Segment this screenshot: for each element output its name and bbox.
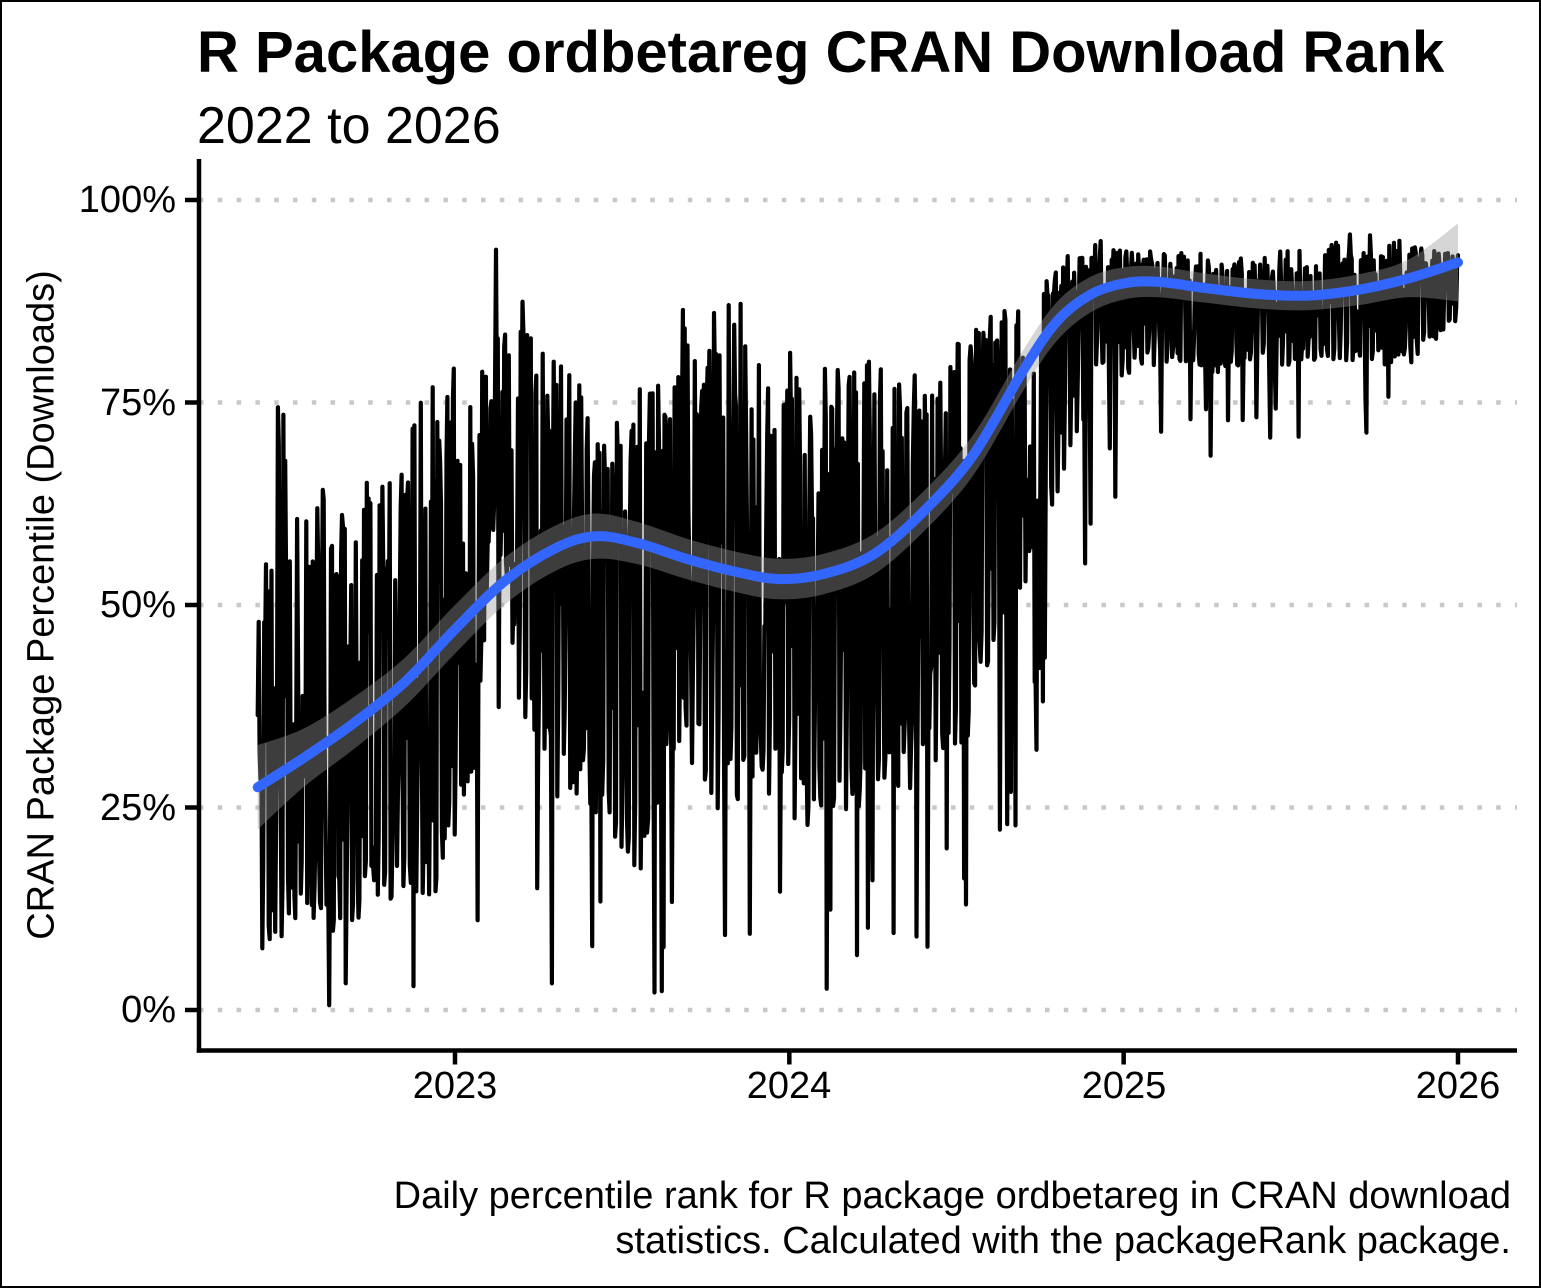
smooth-confidence-ribbon xyxy=(257,223,1459,830)
x-tick-label-2025: 2025 xyxy=(1081,1065,1167,1107)
chart-subtitle: 2022 to 2026 xyxy=(197,97,501,155)
x-tick-label-2026: 2026 xyxy=(1415,1065,1501,1107)
y-tick-label-50: 50% xyxy=(99,584,176,626)
caption-line-1: Daily percentile rank for R package ordb… xyxy=(393,1175,1511,1217)
caption-line-2: statistics. Calculated with the packageR… xyxy=(615,1220,1511,1262)
daily-series-line xyxy=(255,232,1461,1008)
y-tick-label-100: 100% xyxy=(78,179,176,221)
x-tick-label-2023: 2023 xyxy=(412,1065,498,1107)
smooth-trend-line xyxy=(252,257,1463,793)
x-tick-label-2024: 2024 xyxy=(746,1065,832,1107)
y-tick-label-75: 75% xyxy=(99,381,176,424)
caption: Daily percentile rank for R package ordb… xyxy=(394,1174,1511,1264)
y-tick-label-25: 25% xyxy=(99,786,176,829)
chart-title: R Package ordbetareg CRAN Download Rank xyxy=(197,20,1445,85)
y-tick-label-0: 0% xyxy=(121,989,176,1031)
